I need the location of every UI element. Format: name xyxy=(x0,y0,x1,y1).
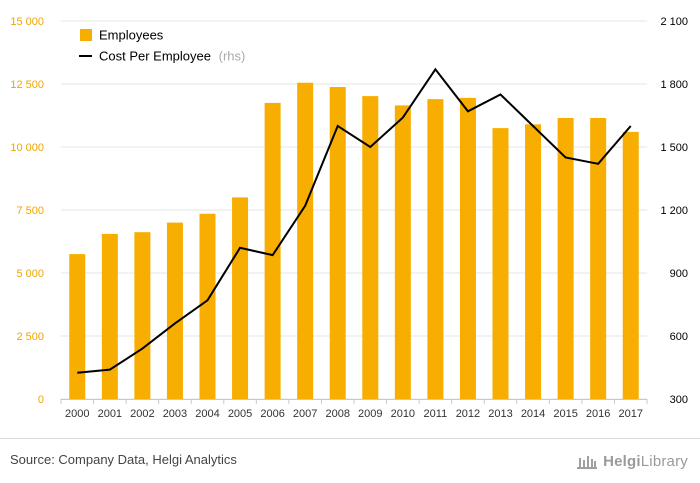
bar-employees xyxy=(232,197,249,399)
x-tick-label: 2003 xyxy=(163,408,187,420)
bar-employees xyxy=(199,213,216,399)
y-right-tick-label: 1 200 xyxy=(660,205,688,217)
y-left-tick-label: 7 500 xyxy=(16,205,44,217)
x-tick-label: 2017 xyxy=(618,408,642,420)
x-tick-label: 2001 xyxy=(98,408,122,420)
y-right-tick-label: 1 500 xyxy=(660,142,688,154)
bar-employees xyxy=(557,118,574,400)
bar-employees xyxy=(525,124,542,399)
legend-label-employees: Employees xyxy=(99,28,164,43)
employees-bars xyxy=(69,82,639,400)
legend-swatch-employees xyxy=(80,29,92,41)
x-tick-label: 2010 xyxy=(391,408,415,420)
bar-employees xyxy=(622,131,639,399)
bar-employees xyxy=(264,102,281,400)
legend-label-cost-per-employee: Cost Per Employee xyxy=(99,49,211,64)
x-tick-label: 2012 xyxy=(456,408,480,420)
bar-employees xyxy=(329,87,346,400)
y-left-tick-label: 15 000 xyxy=(10,16,44,28)
helgi-library-logo[interactable]: Helgi Library xyxy=(576,448,688,474)
footer-divider xyxy=(0,438,700,439)
y-left-tick-label: 2 500 xyxy=(16,331,44,343)
combo-chart: 0 2 500 5 000 7 500 10 000 12 500 15 000 300 60… xyxy=(10,16,688,420)
logo-text-helgi: Helgi xyxy=(603,452,641,470)
x-tick-label: 2009 xyxy=(358,408,382,420)
bar-employees xyxy=(492,128,509,399)
y-left-tick-label: 10 000 xyxy=(10,142,44,154)
y-left-tick-label: 12 500 xyxy=(10,79,44,91)
y-left-tick-label: 5 000 xyxy=(16,268,44,280)
bar-employees xyxy=(394,105,411,400)
x-tick-label: 2002 xyxy=(130,408,154,420)
logo-text-library: Library xyxy=(640,452,688,470)
line-cost-per-employee xyxy=(77,67,632,374)
x-tick-label: 2015 xyxy=(553,408,577,420)
library-building-icon xyxy=(577,456,598,469)
x-tick-label: 2000 xyxy=(65,408,89,420)
x-tick-label: 2004 xyxy=(195,408,219,420)
source-note: Source: Company Data, Helgi Analytics xyxy=(10,452,237,467)
bar-employees xyxy=(362,96,379,399)
x-tick-label: 2005 xyxy=(228,408,252,420)
svg-text:Cost Per Employee (rhs): Cost Per Employee (rhs) xyxy=(99,49,245,64)
y-right-tick-label: 2 100 xyxy=(660,16,688,28)
cost-per-employee-line xyxy=(77,67,632,374)
y-axis-left: 0 2 500 5 000 7 500 10 000 12 500 15 000 xyxy=(10,16,44,406)
bar-employees xyxy=(590,118,607,400)
bar-employees xyxy=(166,222,183,399)
x-tick-label: 2011 xyxy=(424,408,448,420)
x-tick-label: 2014 xyxy=(521,408,545,420)
y-right-tick-label: 600 xyxy=(670,331,688,343)
y-left-tick-label: 0 xyxy=(38,394,44,406)
legend-label-rhs: (rhs) xyxy=(219,49,246,64)
x-tick-label: 2007 xyxy=(293,408,317,420)
x-tick-label: 2016 xyxy=(586,408,610,420)
x-axis: 2000 2001 2002 2003 2004 2005 2006 2007 2008 2009… xyxy=(60,399,648,420)
x-tick-label: 2008 xyxy=(325,408,349,420)
bar-employees xyxy=(101,233,118,399)
y-right-tick-label: 1 800 xyxy=(660,79,688,91)
bar-employees xyxy=(134,232,151,399)
legend: Employees Cost Per Employee (rhs) xyxy=(79,28,245,64)
bar-employees xyxy=(427,99,444,400)
bar-employees xyxy=(297,82,314,400)
y-right-tick-label: 300 xyxy=(670,394,688,406)
x-tick-label: 2013 xyxy=(488,408,512,420)
x-tick-label: 2006 xyxy=(260,408,284,420)
y-axis-right: 300 600 900 1 200 1 500 1 800 2 100 xyxy=(660,16,688,406)
bar-employees xyxy=(459,97,476,400)
bar-employees xyxy=(69,254,86,399)
y-right-tick-label: 900 xyxy=(670,268,688,280)
footer: Source: Company Data, Helgi Analytics He… xyxy=(0,438,700,483)
